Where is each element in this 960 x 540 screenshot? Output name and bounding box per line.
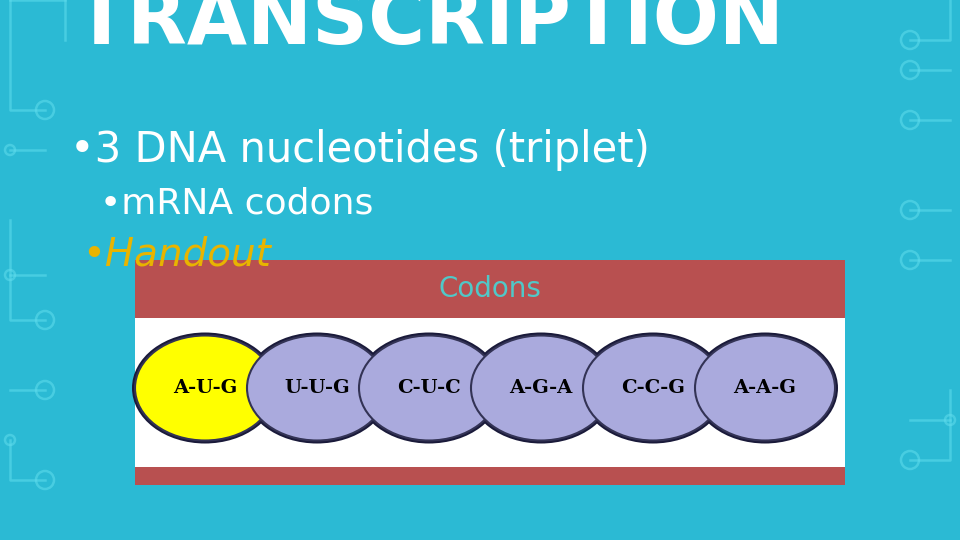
Ellipse shape bbox=[244, 333, 390, 443]
Ellipse shape bbox=[468, 333, 614, 443]
Text: •3 DNA nucleotides (triplet): •3 DNA nucleotides (triplet) bbox=[70, 129, 650, 171]
Ellipse shape bbox=[135, 335, 275, 441]
Ellipse shape bbox=[356, 333, 502, 443]
Ellipse shape bbox=[692, 333, 838, 443]
Ellipse shape bbox=[471, 335, 611, 441]
Text: •mRNA codons: •mRNA codons bbox=[100, 186, 373, 220]
Ellipse shape bbox=[247, 335, 387, 441]
Text: •Handout: •Handout bbox=[82, 236, 271, 274]
Ellipse shape bbox=[359, 335, 499, 441]
Ellipse shape bbox=[132, 333, 278, 443]
Text: A-G-A: A-G-A bbox=[510, 379, 572, 397]
Text: C-U-C: C-U-C bbox=[397, 379, 461, 397]
Ellipse shape bbox=[583, 335, 723, 441]
Text: Codons: Codons bbox=[439, 275, 541, 303]
Text: U-U-G: U-U-G bbox=[284, 379, 349, 397]
Bar bbox=[135, 260, 845, 485]
Text: A-U-G: A-U-G bbox=[173, 379, 237, 397]
Ellipse shape bbox=[580, 333, 726, 443]
Ellipse shape bbox=[695, 335, 835, 441]
Text: A-A-G: A-A-G bbox=[733, 379, 797, 397]
Text: TRANSCRIPTION: TRANSCRIPTION bbox=[75, 0, 785, 60]
Bar bbox=[135, 318, 845, 467]
Text: C-C-G: C-C-G bbox=[621, 379, 684, 397]
